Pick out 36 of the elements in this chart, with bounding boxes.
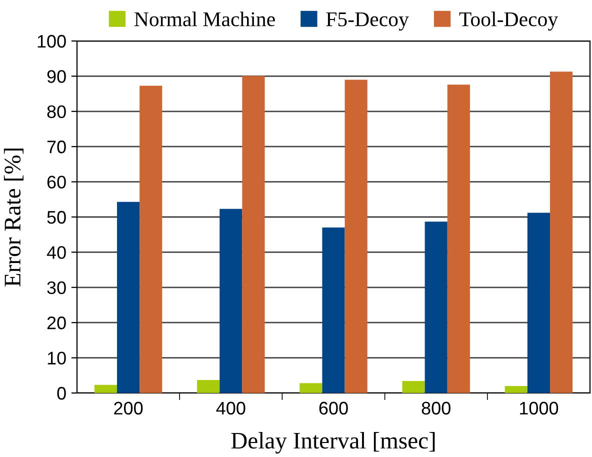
bar xyxy=(117,202,140,393)
bar xyxy=(300,383,322,393)
y-axis-title: Error Rate [%] xyxy=(4,148,24,286)
y-tick-label: 60 xyxy=(47,176,66,189)
bar xyxy=(242,76,265,393)
bar xyxy=(197,380,220,393)
x-tick-label: 400 xyxy=(216,402,246,415)
y-tick-label: 90 xyxy=(47,70,66,83)
bar xyxy=(402,381,425,393)
y-tick-label: 0 xyxy=(57,386,66,400)
x-tick-label: 600 xyxy=(319,402,348,415)
bar xyxy=(140,86,162,393)
legend-label: F5-Decoy xyxy=(326,12,409,31)
y-tick-label: 30 xyxy=(47,281,66,294)
y-tick-label: 40 xyxy=(46,246,66,259)
y-tick-label: 50 xyxy=(47,210,66,224)
bar xyxy=(424,222,448,393)
y-tick-label: 70 xyxy=(47,140,66,154)
bar xyxy=(504,386,528,393)
bar xyxy=(344,80,368,393)
y-tick-label: 20 xyxy=(47,316,66,330)
y-tick-label: 80 xyxy=(47,105,66,118)
bar xyxy=(220,208,242,393)
bar xyxy=(94,384,118,393)
x-axis-title: Delay Interval [msec] xyxy=(231,432,435,454)
bar xyxy=(550,72,573,393)
y-tick-label: 100 xyxy=(38,34,66,48)
bar xyxy=(322,228,345,393)
x-tick-label: 800 xyxy=(422,402,450,415)
bar xyxy=(527,212,550,393)
legend-label: Tool-Decoy xyxy=(459,12,558,31)
legend-label: Normal Machine xyxy=(134,12,275,26)
y-tick-label: 10 xyxy=(48,352,66,365)
x-tick-label: 1000 xyxy=(520,402,558,415)
x-tick-label: 200 xyxy=(114,402,143,415)
bar xyxy=(447,84,470,393)
